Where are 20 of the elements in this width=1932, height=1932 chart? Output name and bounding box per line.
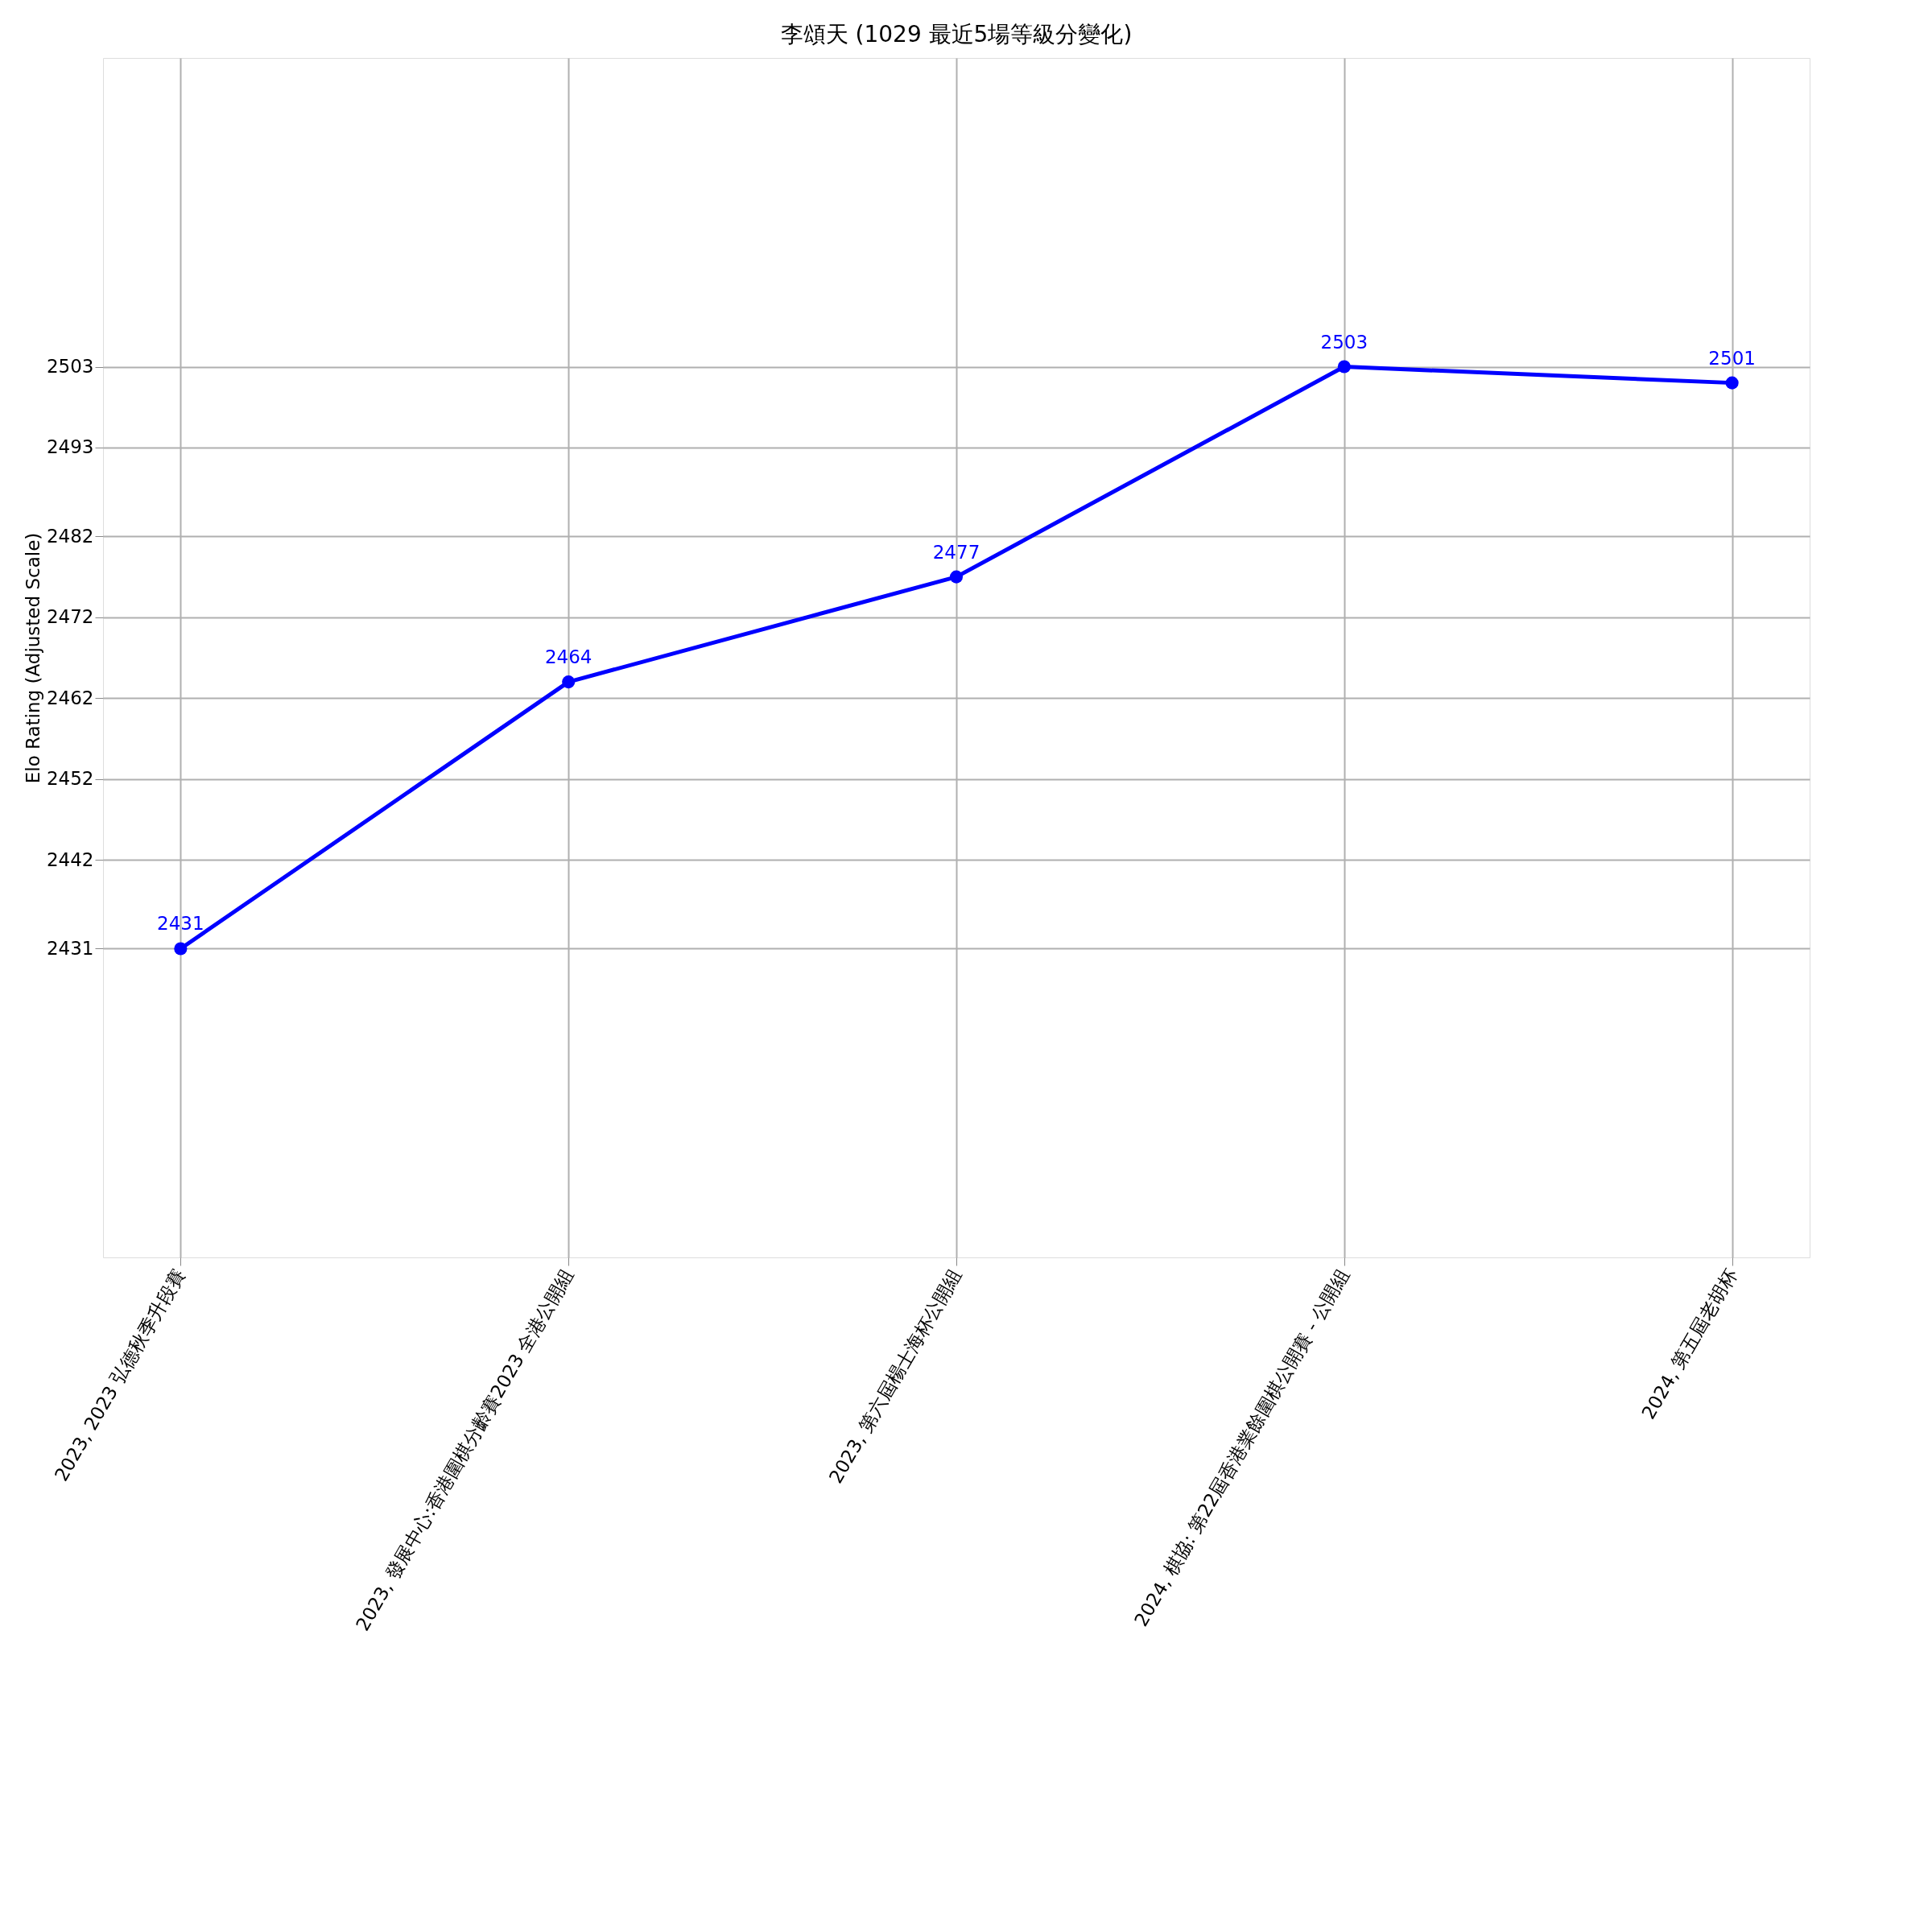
y-tick-label: 2452 bbox=[46, 768, 94, 790]
y-tick-label: 2431 bbox=[46, 937, 94, 959]
chart-title: 李頌天 (1029 最近5場等級分變化) bbox=[780, 21, 1133, 47]
data-label: 2464 bbox=[544, 646, 592, 668]
y-tick-label: 2482 bbox=[46, 525, 94, 547]
point bbox=[562, 675, 576, 689]
y-tick-label: 2472 bbox=[46, 606, 94, 628]
point bbox=[1337, 360, 1351, 374]
point bbox=[174, 942, 188, 956]
y-axis-title: Elo Rating (Adjusted Scale) bbox=[22, 532, 43, 784]
y-tick-label: 2503 bbox=[46, 356, 94, 378]
y-tick-label: 2462 bbox=[46, 687, 94, 708]
data-label: 2501 bbox=[1708, 347, 1756, 369]
y-tick-label: 2442 bbox=[46, 848, 94, 870]
point bbox=[949, 570, 964, 584]
data-label: 2477 bbox=[932, 541, 980, 563]
data-label: 2503 bbox=[1320, 331, 1368, 353]
y-tick-label: 2493 bbox=[46, 436, 94, 458]
point bbox=[1725, 376, 1739, 390]
data-label: 2431 bbox=[157, 913, 204, 935]
